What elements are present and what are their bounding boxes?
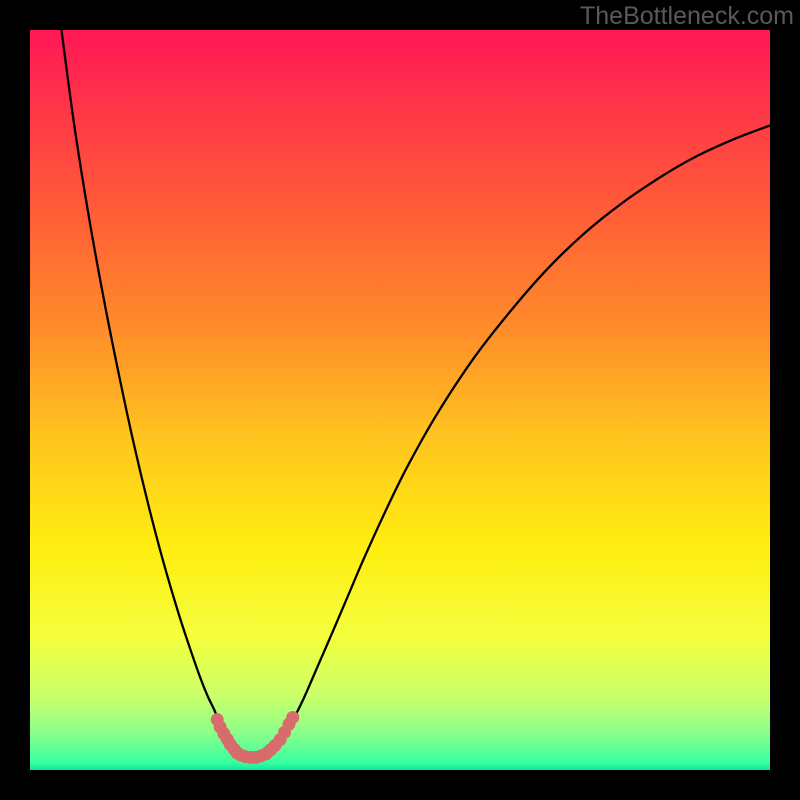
marker-dot [286, 711, 299, 724]
chart-container: TheBottleneck.com [0, 0, 800, 800]
bottleneck-curve-plot [30, 30, 770, 770]
watermark-text: TheBottleneck.com [580, 2, 794, 31]
plot-background [30, 30, 770, 770]
